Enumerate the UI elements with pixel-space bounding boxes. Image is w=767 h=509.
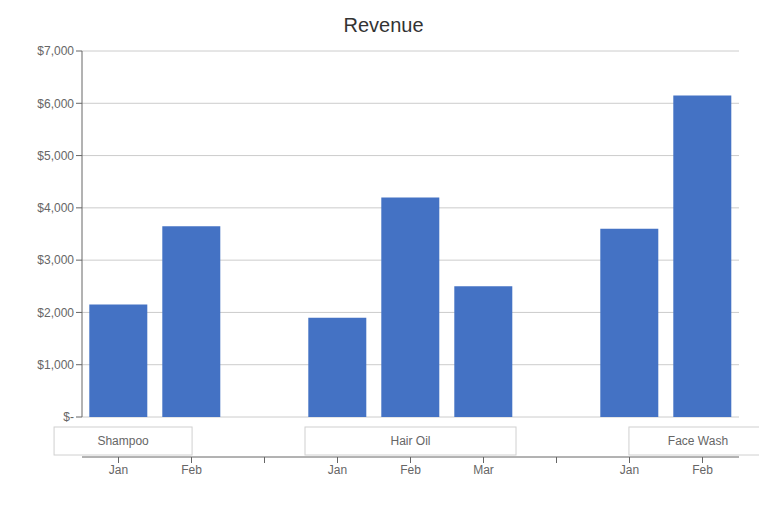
svg-text:$1,000: $1,000 xyxy=(37,358,74,372)
svg-text:$2,000: $2,000 xyxy=(37,306,74,320)
html-text:Revenue: Revenue xyxy=(343,14,424,36)
svg-text:Jan: Jan xyxy=(620,463,639,477)
svg-text:$6,000: $6,000 xyxy=(37,97,74,111)
svg-text:$7,000: $7,000 xyxy=(37,44,74,58)
svg-text:Feb: Feb xyxy=(400,463,421,477)
svg-text:Hair Oil: Hair Oil xyxy=(390,434,430,448)
svg-text:Shampoo: Shampoo xyxy=(97,434,149,448)
svg-text:Feb: Feb xyxy=(181,463,202,477)
svg-text:Jan: Jan xyxy=(109,463,128,477)
svg-text:Mar: Mar xyxy=(473,463,494,477)
svg-text:Face Wash: Face Wash xyxy=(668,434,728,448)
svg-text:$3,000: $3,000 xyxy=(37,253,74,267)
svg-text:$4,000: $4,000 xyxy=(37,201,74,215)
svg-text:$-: $- xyxy=(63,410,74,424)
svg-text:$5,000: $5,000 xyxy=(37,149,74,163)
svg-text:Feb: Feb xyxy=(692,463,713,477)
svg-text:Jan: Jan xyxy=(328,463,347,477)
